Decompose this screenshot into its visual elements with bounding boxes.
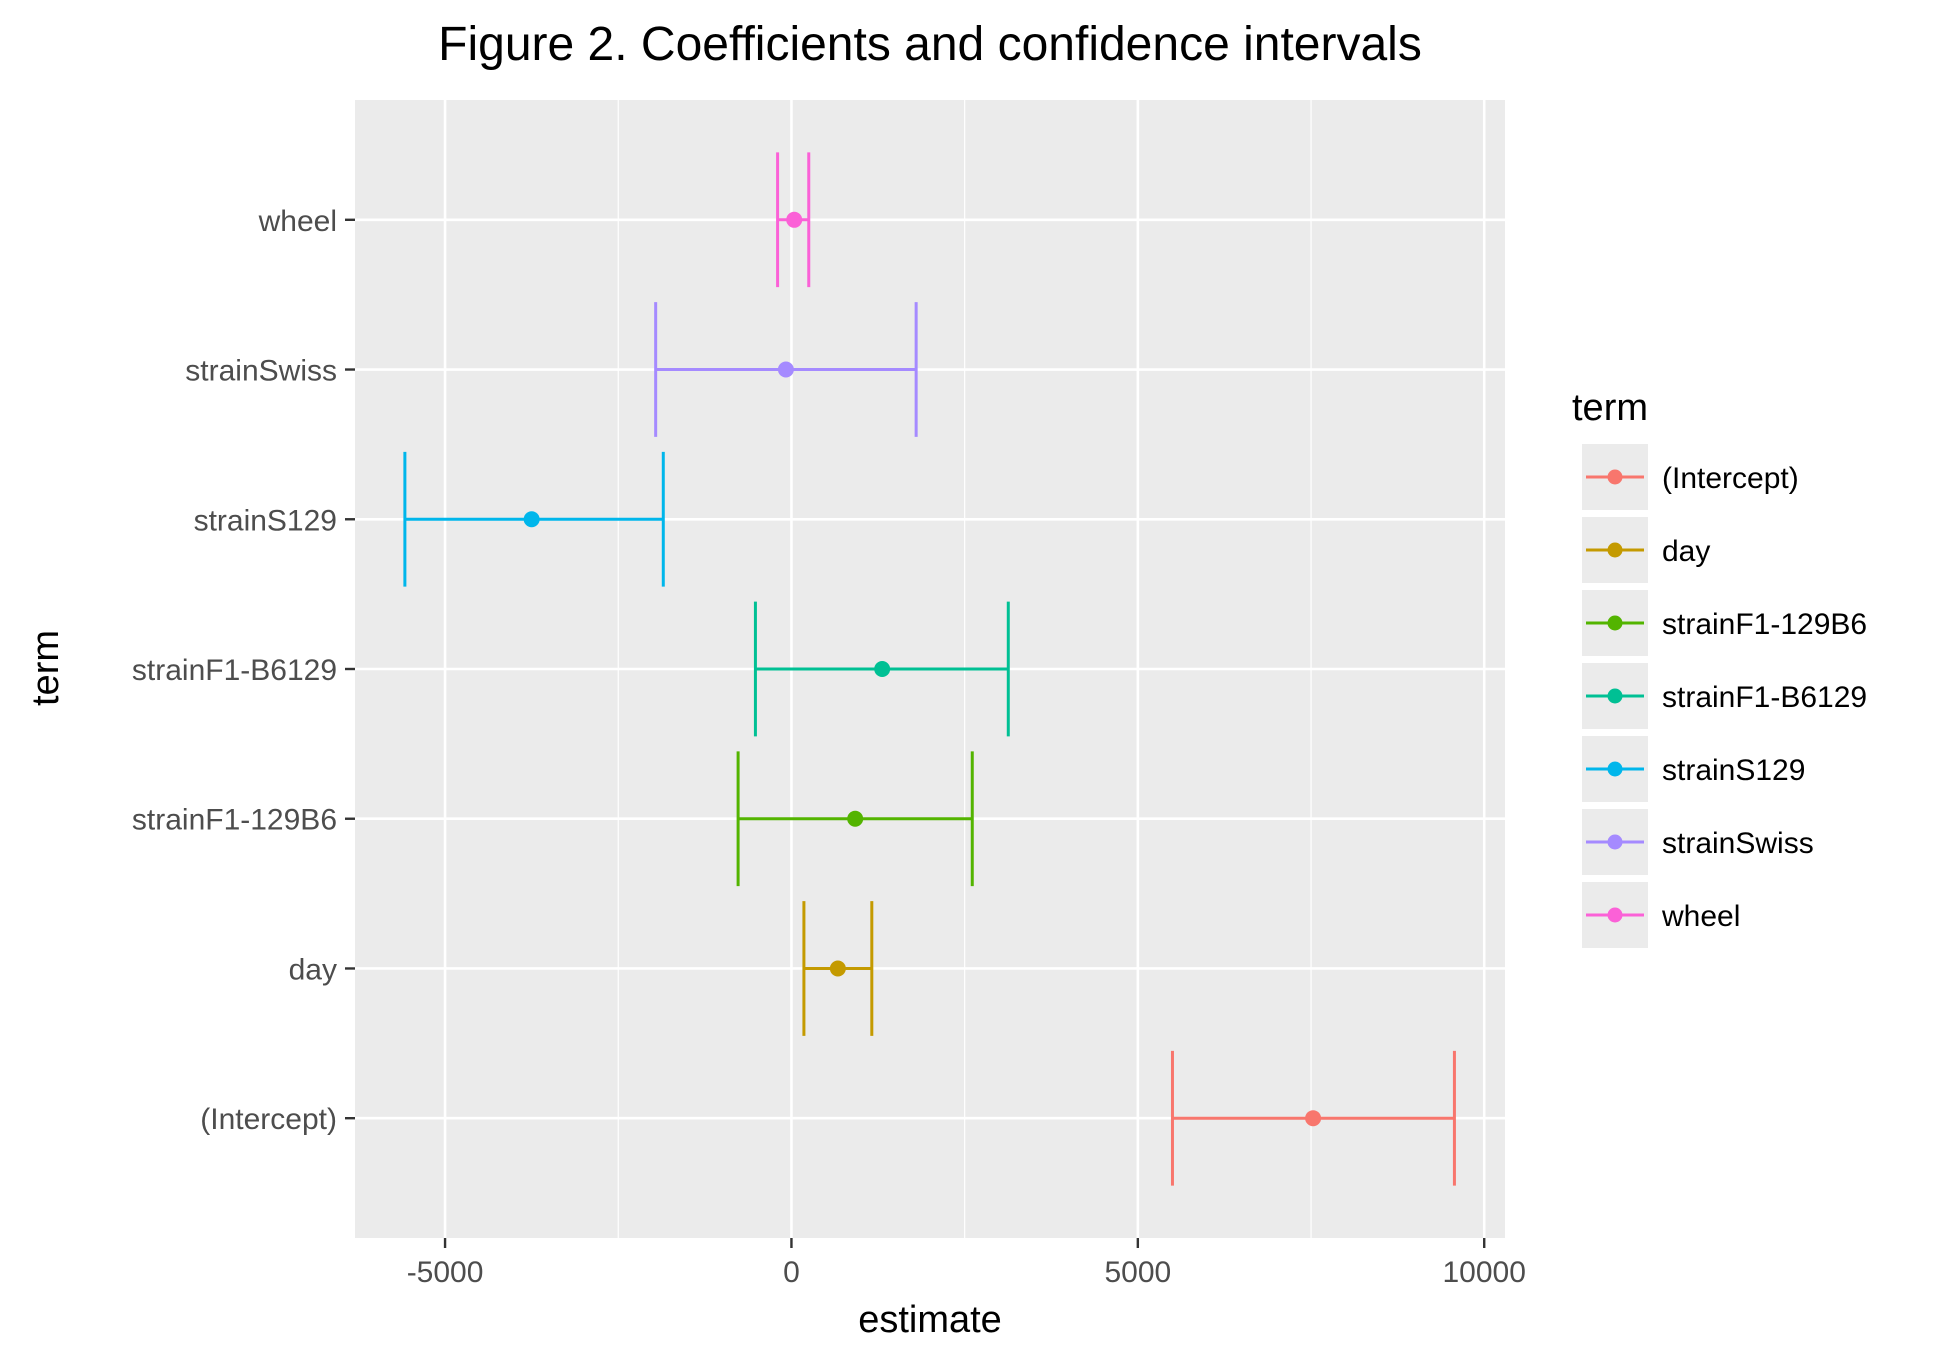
errorbar-strains129: [403, 451, 665, 587]
legend-label: strainF1-B6129: [1662, 681, 1867, 714]
legend-label: strainF1-129B6: [1662, 608, 1867, 641]
legend-key-point: [1607, 469, 1623, 485]
x-tick-label: 0: [783, 1256, 800, 1289]
x-axis: -5000 0 5000 10000: [407, 1238, 1526, 1289]
legend-key-point: [1607, 761, 1623, 777]
legend-item: strainS129: [1582, 736, 1805, 802]
x-tick-label: 5000: [1104, 1256, 1171, 1289]
legend-item: strainF1-B6129: [1582, 663, 1867, 729]
x-axis-title: estimate: [858, 1299, 1002, 1341]
data-marks: [403, 152, 1456, 1186]
y-tick-label: strainSwiss: [185, 355, 337, 388]
legend-title: term: [1572, 387, 1648, 429]
estimate-point: [874, 661, 891, 677]
legend: term (Intercept) day strainF1-129B6 strainF…: [1572, 387, 1867, 948]
legend-label: strainS129: [1662, 754, 1805, 787]
y-tick-label: (Intercept): [200, 1103, 337, 1136]
legend-key-point: [1607, 542, 1623, 558]
errorbar--intercept-: [1170, 1050, 1456, 1186]
legend-item: (Intercept): [1582, 444, 1799, 510]
x-tick-label: 10000: [1442, 1256, 1525, 1289]
legend-item: strainSwiss: [1582, 809, 1814, 875]
legend-label: day: [1662, 535, 1710, 568]
y-axis-title: term: [25, 630, 67, 706]
chart-title: Figure 2. Coefficients and confidence in…: [438, 18, 1422, 71]
errorbar-wheel: [776, 152, 811, 288]
legend-label: strainSwiss: [1662, 827, 1814, 860]
y-tick-label: wheel: [258, 205, 337, 238]
estimate-point: [786, 211, 803, 228]
x-tick-label: -5000: [407, 1256, 484, 1289]
estimate-point: [777, 361, 794, 378]
estimate-point: [829, 960, 846, 977]
legend-key-point: [1607, 834, 1623, 850]
y-tick-label: strainS129: [194, 504, 337, 537]
legend-label: wheel: [1661, 900, 1740, 933]
estimate-point: [847, 810, 864, 827]
errorbar-strainswiss: [654, 302, 918, 437]
estimate-point: [1305, 1110, 1322, 1127]
y-axis: (Intercept) day strainF1-129B6 strainF1-B61…: [132, 205, 355, 1136]
legend-key-point: [1607, 688, 1623, 704]
estimate-point: [523, 511, 540, 528]
legend-item: strainF1-129B6: [1582, 590, 1867, 656]
legend-key-point: [1607, 907, 1623, 923]
legend-label: (Intercept): [1662, 462, 1799, 495]
errorbar-strainf1-129b6: [736, 751, 974, 887]
legend-item: wheel: [1582, 882, 1740, 948]
y-tick-label: strainF1-B6129: [132, 654, 337, 687]
legend-key-point: [1607, 615, 1623, 631]
legend-item: day: [1582, 517, 1710, 583]
errorbar-day: [802, 901, 874, 1036]
y-tick-label: strainF1-129B6: [132, 804, 337, 837]
errorbar-strainf1-b6129: [753, 601, 1010, 737]
y-tick-label: day: [289, 953, 337, 986]
